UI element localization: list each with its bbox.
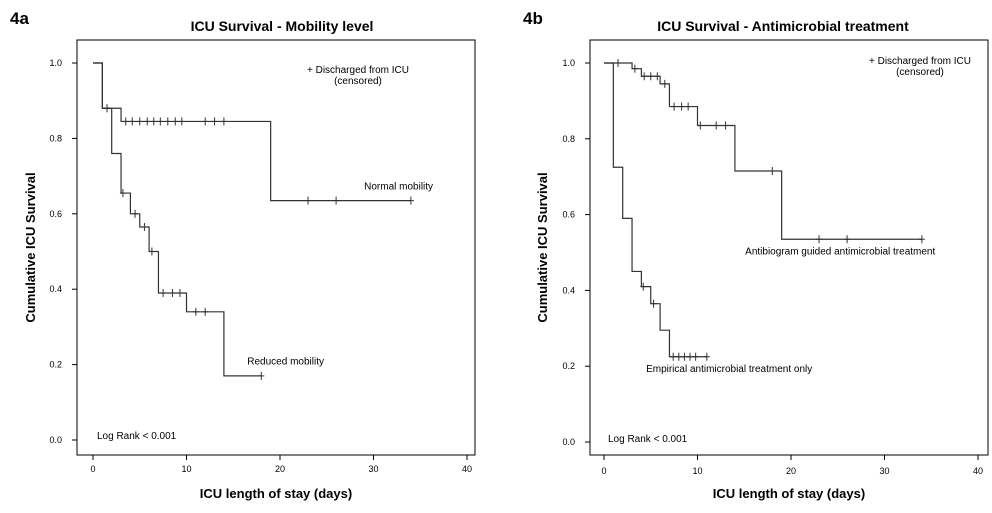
panel-1-y-tick-label: 0.2 [49, 360, 62, 370]
panel-2-series-2-label: Empirical antimicrobial treatment only [646, 364, 812, 375]
panel-1-series-2-curve [93, 62, 262, 377]
panel-2-x-tick-label: 0 [601, 466, 606, 476]
panel-2-plot-frame [589, 39, 989, 456]
panel-2-series-1-label: Antibiogram guided antimicrobial treatme… [745, 246, 935, 257]
panel-2-y-tick-label: 0.2 [562, 361, 575, 371]
panel-2-y-tick-label: 0.0 [562, 437, 575, 447]
panel-1-x-tick-label: 40 [462, 464, 472, 474]
panel-1-series-2-label: Reduced mobility [247, 357, 324, 368]
panel-2-title: ICU Survival - Antimicrobial treatment [657, 18, 909, 34]
panel-2-label: 4b [523, 9, 543, 28]
panel-1-x-tick-label: 30 [368, 464, 378, 474]
panel-1-y-tick-label: 1.0 [49, 58, 62, 68]
panel-2-x-tick-label: 10 [692, 466, 702, 476]
panel-1-legend-line-2: (censored) [334, 76, 382, 87]
panel-2-x-tick-label: 30 [879, 466, 889, 476]
panel-1-log-rank: Log Rank < 0.001 [97, 431, 177, 442]
panel-2-y-tick-label: 0.6 [562, 210, 575, 220]
panel-2-y-tick-label: 1.0 [562, 58, 575, 68]
panel-1-x-axis-title: ICU length of stay (days) [200, 486, 352, 501]
panel-2-series-1-curve [604, 62, 922, 240]
panel-1-title: ICU Survival - Mobility level [191, 18, 374, 34]
panel-1-y-tick-label: 0.0 [49, 435, 62, 445]
panel-2-x-axis-title: ICU length of stay (days) [713, 486, 865, 501]
panel-1-legend-line-1: + Discharged from ICU [307, 65, 409, 76]
panel-2-legend-line-1: + Discharged from ICU [869, 56, 971, 67]
panel-1-plot-frame [76, 39, 476, 456]
panel-1-y-tick-label: 0.8 [49, 133, 62, 143]
panel-1-x-tick-label: 20 [275, 464, 285, 474]
panel-1-y-tick-label: 0.4 [49, 284, 62, 294]
panel-2-y-tick-label: 0.8 [562, 134, 575, 144]
panel-1-y-tick-label: 0.6 [49, 209, 62, 219]
panel-2-x-tick-label: 20 [786, 466, 796, 476]
panel-2-log-rank: Log Rank < 0.001 [608, 434, 688, 445]
panel-2-x-tick-label: 40 [973, 466, 983, 476]
panel-1-y-axis-title: Cumulative ICU Survival [23, 172, 38, 322]
panel-1-label: 4a [10, 9, 29, 28]
panel-2-y-axis-title: Cumulative ICU Survival [535, 172, 550, 322]
panel-1-series-1-label: Normal mobility [364, 181, 433, 192]
panel-1-x-tick-label: 10 [181, 464, 191, 474]
panel-1-x-tick-label: 0 [90, 464, 95, 474]
panel-2-legend-line-2: (censored) [896, 67, 944, 78]
panel-2-series-2-curve [604, 62, 707, 358]
panel-2-y-tick-label: 0.4 [562, 285, 575, 295]
